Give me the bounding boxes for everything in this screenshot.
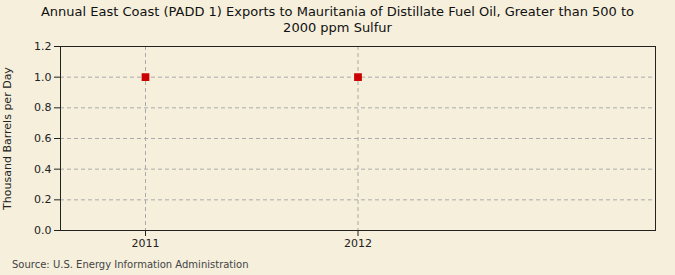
svg-text:1.2: 1.2 [34,40,52,53]
svg-text:0.8: 0.8 [34,101,52,114]
html-text:Source: U.S. Energy Informatio: Source: U.S. Energy Information Administ… [12,259,249,270]
svg-text:0.6: 0.6 [34,132,52,145]
svg-text:Thousand Barrels per Day: Thousand Barrels per Day [1,67,14,211]
svg-text:0.0: 0.0 [34,224,52,237]
svg-text:2011: 2011 [132,237,160,250]
svg-text:1.0: 1.0 [34,71,52,84]
svg-text:0.2: 0.2 [34,193,52,206]
svg-text:0.4: 0.4 [34,163,52,176]
html-text:Annual East Coast (PADD 1) Exp: Annual East Coast (PADD 1) Exports to Ma… [40,4,635,35]
svg-text:2012: 2012 [344,237,372,250]
